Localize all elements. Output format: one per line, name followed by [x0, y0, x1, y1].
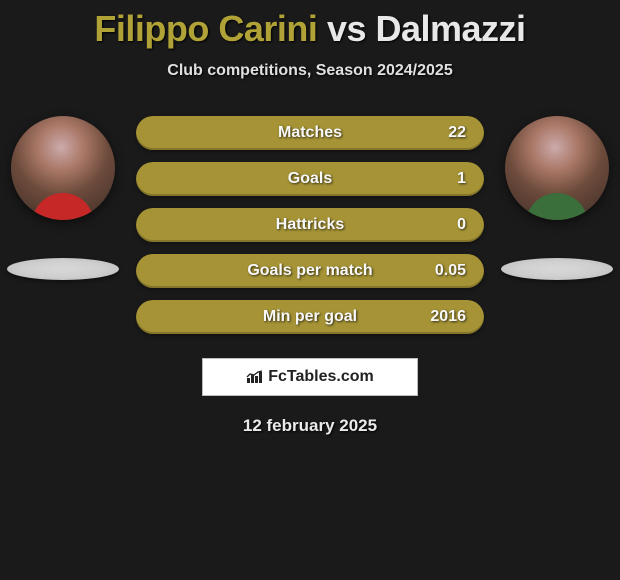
player-left-avatar: [11, 116, 115, 220]
stat-label: Matches: [278, 124, 342, 142]
stat-value-right: 1: [457, 170, 466, 188]
comparison-card: Filippo Carini vs Dalmazzi Club competit…: [0, 0, 620, 436]
stats-column: Matches 22 Goals 1 Hattricks 0 Goals per…: [118, 116, 502, 334]
date-text: 12 february 2025: [0, 416, 620, 436]
stat-label: Min per goal: [263, 308, 357, 326]
stat-label: Goals per match: [247, 262, 372, 280]
stat-bar-goals: Goals 1: [136, 162, 484, 196]
stat-value-right: 0: [457, 216, 466, 234]
page-title: Filippo Carini vs Dalmazzi: [0, 8, 620, 50]
title-vs: vs: [327, 8, 366, 49]
stat-value-right: 22: [448, 124, 466, 142]
subtitle: Club competitions, Season 2024/2025: [0, 62, 620, 80]
player-right-column: [502, 116, 612, 280]
stat-label: Hattricks: [276, 216, 344, 234]
player-right-shadow: [501, 258, 613, 280]
stat-bar-hattricks: Hattricks 0: [136, 208, 484, 242]
title-player-b: Dalmazzi: [376, 8, 526, 49]
chart-icon: [246, 370, 264, 384]
stat-bar-goals-per-match: Goals per match 0.05: [136, 254, 484, 288]
player-left-shadow: [7, 258, 119, 280]
player-left-column: [8, 116, 118, 280]
comparison-body: Matches 22 Goals 1 Hattricks 0 Goals per…: [0, 116, 620, 334]
stat-value-right: 0.05: [435, 262, 466, 280]
brand-text: FcTables.com: [268, 368, 374, 386]
stat-bar-min-per-goal: Min per goal 2016: [136, 300, 484, 334]
stat-label: Goals: [288, 170, 332, 188]
title-player-a: Filippo Carini: [94, 8, 317, 49]
brand-badge[interactable]: FcTables.com: [202, 358, 418, 396]
stat-bar-matches: Matches 22: [136, 116, 484, 150]
stat-value-right: 2016: [430, 308, 466, 326]
player-right-avatar: [505, 116, 609, 220]
